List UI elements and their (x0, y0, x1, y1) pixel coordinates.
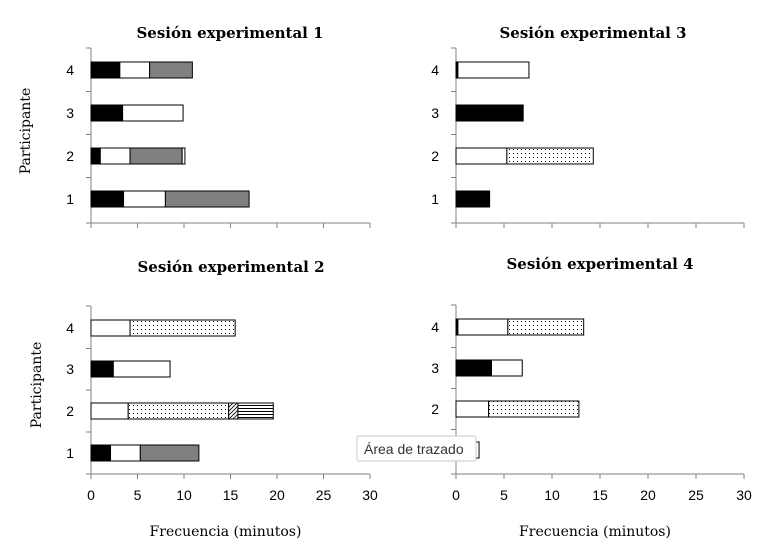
x-axis-label: Frecuencia (minutos) (150, 524, 302, 540)
y-tick-label: 3 (431, 105, 439, 121)
bar-segment-p2-1 (455, 147, 508, 165)
bar-segment-p3-1 (90, 360, 114, 378)
bar-segment-p4-1 (90, 319, 131, 337)
bar-segment-p4-2 (129, 319, 236, 337)
x-tick-label: 20 (269, 487, 285, 503)
tooltip-box (356, 435, 477, 462)
bar-segment-p1-3 (164, 190, 250, 208)
x-tick-label: 10 (176, 487, 192, 503)
bar-segment-p3-2 (491, 359, 523, 377)
bar-segment-p4-2 (119, 61, 151, 79)
x-axis-label: Frecuencia (minutos) (519, 524, 671, 540)
y-tick-label: 1 (66, 191, 74, 207)
y-tick-label: 4 (66, 62, 74, 78)
bar-segment-p2-2 (99, 147, 131, 165)
y-tick-label: 3 (66, 105, 74, 121)
y-tick-label: 1 (431, 191, 439, 207)
tooltip-text: Área de trazado (364, 441, 464, 457)
x-tick-label: 30 (736, 487, 752, 503)
bar-segment-p1-2 (110, 444, 141, 462)
bar-segment-p2-1 (455, 400, 490, 418)
bar-segment-p2-2 (488, 400, 580, 418)
chart-panels: Sesión experimental 1Participante1234Ses… (18, 24, 752, 540)
bar-segment-p1-2 (123, 190, 166, 208)
x-tick-label: 5 (500, 487, 508, 503)
bar-segment-p4-2 (457, 61, 530, 79)
x-tick-label: 15 (592, 487, 608, 503)
x-tick-label: 5 (134, 487, 142, 503)
x-tick-label: 15 (223, 487, 239, 503)
chart-panel-2: Sesión experimental 3 1 2 3 4 (431, 24, 745, 228)
x-tick-label: 30 (362, 487, 378, 503)
bar-segment-p3-1 (455, 104, 524, 122)
bar-segment-p4-2 (457, 318, 509, 336)
y-tick-label: 2 (66, 148, 74, 164)
y-tick-label: 3 (431, 360, 439, 376)
bar-segment-p2-2 (127, 402, 230, 420)
bar-segment-p2-3 (129, 147, 183, 165)
bar-segment-p1-3 (139, 444, 200, 462)
tooltip: Área de trazado (356, 435, 477, 462)
bar-segment-p1-1 (90, 444, 112, 462)
y-tick-label: 2 (66, 403, 74, 419)
bar-segment-p1-1 (90, 190, 125, 208)
x-tick-label: 20 (640, 487, 656, 503)
bar-segment-p2-4 (237, 402, 274, 420)
bar-segment-p1-1 (455, 190, 491, 208)
bar-segment-p3-2 (122, 104, 184, 122)
bar-segment-p4-3 (149, 61, 193, 79)
chart-title: Sesión experimental 1 (136, 24, 323, 42)
bar-segment-p4-3 (507, 318, 585, 336)
chart-title: Sesión experimental 2 (137, 258, 324, 276)
chart-panel-1: Sesión experimental 1 Participante 1 2 3 4 (18, 24, 371, 228)
bar-segment-p2-1 (90, 402, 129, 420)
x-tick-label: 0 (452, 487, 460, 503)
x-tick-label: 25 (688, 487, 704, 503)
y-tick-label: 1 (66, 445, 74, 461)
bar-segment-p3-1 (455, 359, 493, 377)
y-tick-label: 4 (431, 62, 439, 78)
bar-segment-p2-3 (228, 402, 239, 420)
y-axis-label: Participante (29, 342, 45, 429)
y-tick-label: 2 (431, 401, 439, 417)
x-tick-label: 10 (544, 487, 560, 503)
bar-segment-p3-1 (90, 104, 124, 122)
chart-title: Sesión experimental 3 (499, 24, 686, 42)
bar-segment-p4-1 (90, 61, 121, 79)
bar-segment-p3-2 (112, 360, 171, 378)
y-tick-label: 4 (431, 319, 439, 335)
chart-panel-3: Sesión experimental 2 Participante 1 2 3 4 0 5 1… (29, 258, 378, 540)
x-tick-label: 25 (316, 487, 332, 503)
y-tick-label: 4 (66, 320, 74, 336)
bar-segment-p2-2 (506, 147, 594, 165)
bar-segment-p2-4 (181, 147, 186, 165)
y-tick-label: 2 (431, 148, 439, 164)
y-axis-label: Participante (18, 88, 34, 175)
y-tick-label: 3 (66, 361, 74, 377)
x-tick-label: 0 (87, 487, 95, 503)
chart-panel-4: Sesión experimental 41234051015202530Fre… (431, 255, 752, 540)
bar-segment-p2-1 (90, 147, 101, 165)
chart-title: Sesión experimental 4 (506, 255, 693, 273)
